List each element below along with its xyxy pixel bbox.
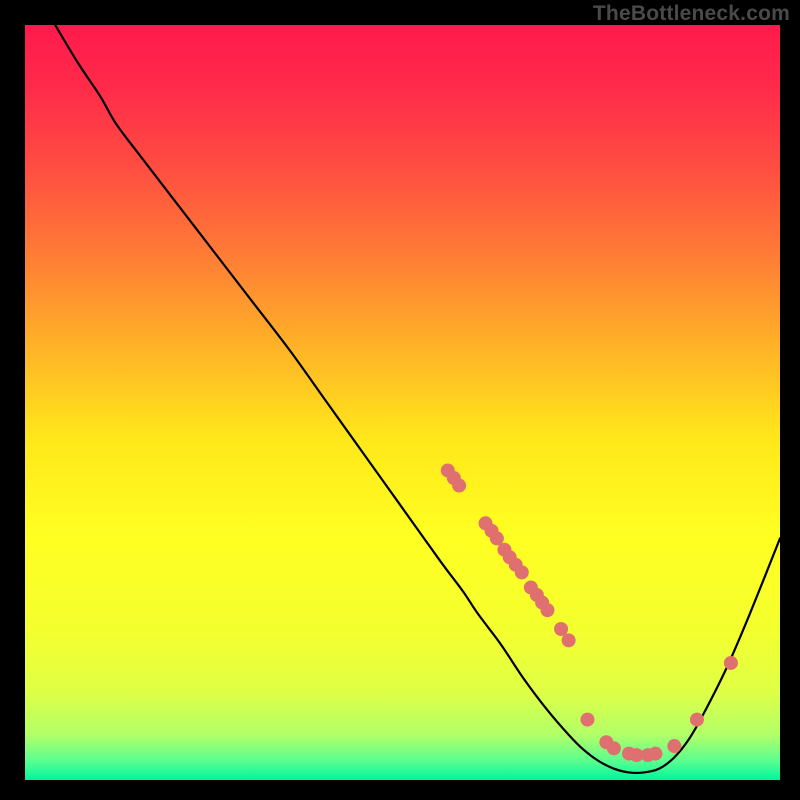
axes-frame bbox=[21, 21, 784, 784]
chart-stage: TheBottleneck.com bbox=[0, 0, 800, 800]
attribution-text[interactable]: TheBottleneck.com bbox=[593, 2, 790, 26]
